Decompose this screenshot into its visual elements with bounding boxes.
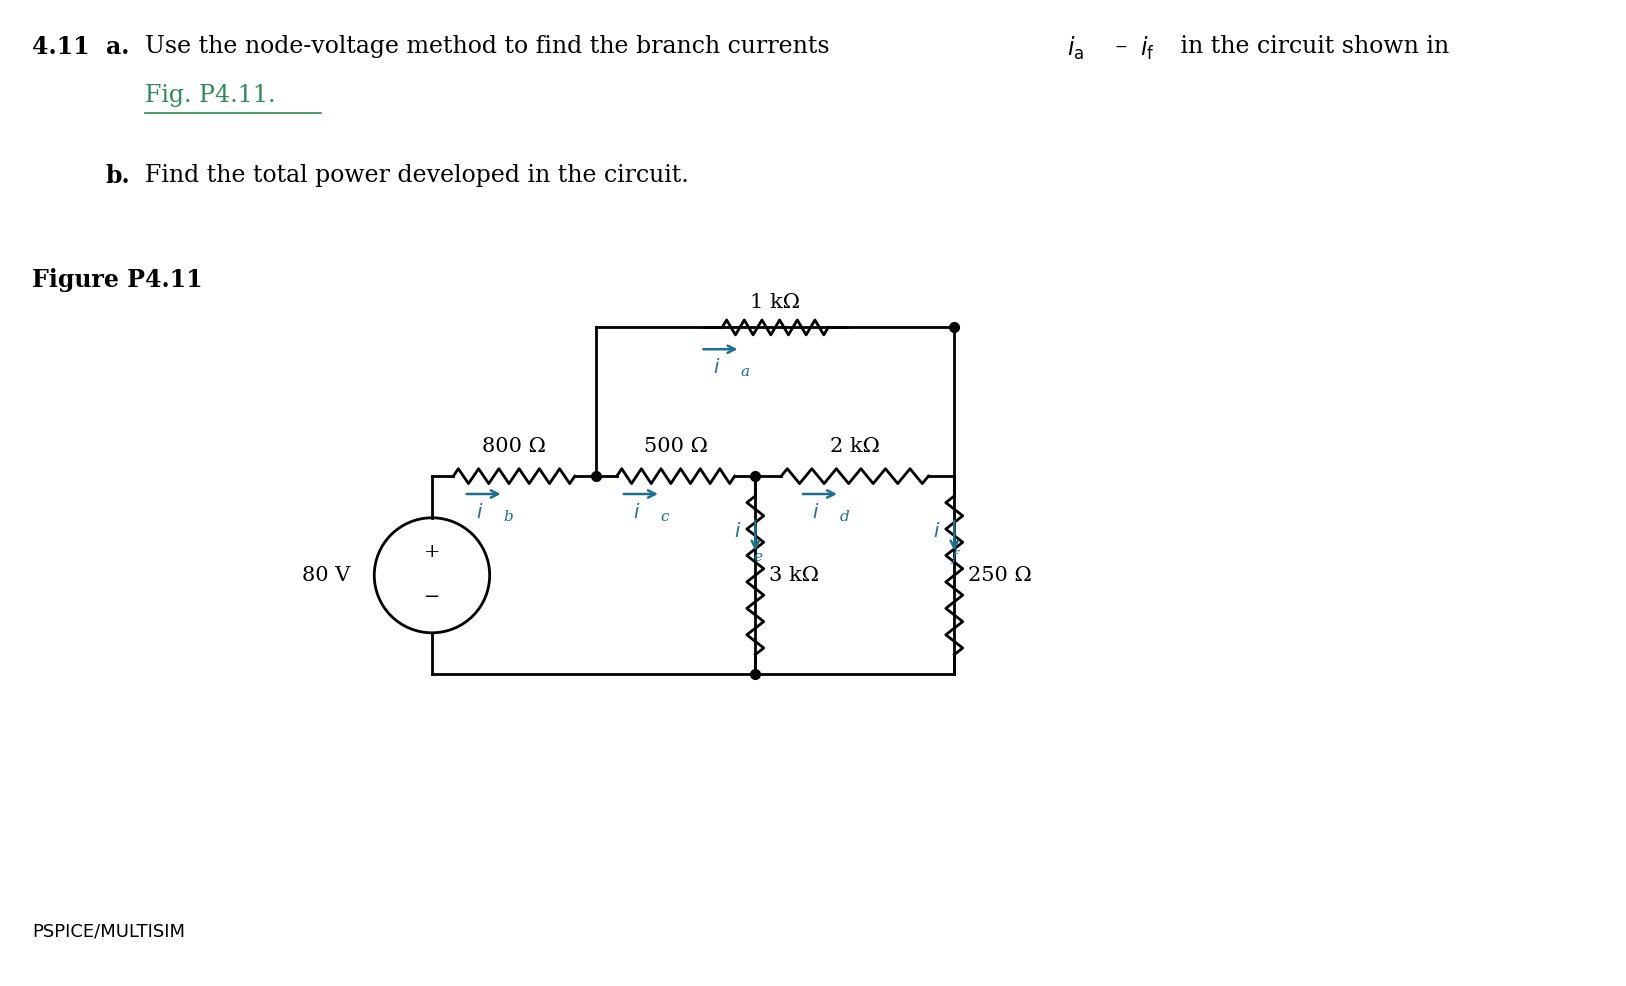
Text: $i$: $i$ xyxy=(476,503,483,522)
Text: 500 Ω: 500 Ω xyxy=(644,438,707,457)
Text: $i_{\mathrm{f}}$: $i_{\mathrm{f}}$ xyxy=(1140,35,1154,62)
Text: $i$: $i$ xyxy=(933,523,940,541)
Text: 2 kΩ: 2 kΩ xyxy=(829,438,880,457)
Text: $i_{\mathrm{a}}$: $i_{\mathrm{a}}$ xyxy=(1067,35,1085,62)
Text: e: e xyxy=(753,549,763,564)
Text: 3 kΩ: 3 kΩ xyxy=(769,566,820,585)
Text: Use the node-voltage method to find the branch currents: Use the node-voltage method to find the … xyxy=(145,35,837,58)
Text: 250 Ω: 250 Ω xyxy=(967,566,1033,585)
Text: 80 V: 80 V xyxy=(302,566,350,585)
Text: Figure P4.11: Figure P4.11 xyxy=(33,268,203,292)
Text: Fig. P4.11.: Fig. P4.11. xyxy=(145,85,276,107)
Text: 4.11: 4.11 xyxy=(33,35,89,59)
Text: a.: a. xyxy=(106,35,128,59)
Text: f: f xyxy=(953,549,958,564)
Text: 1 kΩ: 1 kΩ xyxy=(750,293,800,312)
Text: b.: b. xyxy=(106,164,130,187)
Text: c: c xyxy=(660,510,670,524)
Text: b: b xyxy=(504,510,514,524)
Text: a: a xyxy=(740,365,750,379)
Text: PSPICE/MULTISIM: PSPICE/MULTISIM xyxy=(33,922,185,941)
Text: $i$: $i$ xyxy=(733,523,741,541)
Text: $i$: $i$ xyxy=(633,503,641,522)
Text: $i$: $i$ xyxy=(712,358,720,378)
Text: +: + xyxy=(424,542,441,560)
Text: d: d xyxy=(841,510,850,524)
Text: $i$: $i$ xyxy=(813,503,820,522)
Text: 800 Ω: 800 Ω xyxy=(481,438,546,457)
Text: –: – xyxy=(1109,35,1135,58)
Text: in the circuit shown in: in the circuit shown in xyxy=(1172,35,1449,58)
Text: Find the total power developed in the circuit.: Find the total power developed in the ci… xyxy=(145,164,689,186)
Text: −: − xyxy=(424,588,441,606)
